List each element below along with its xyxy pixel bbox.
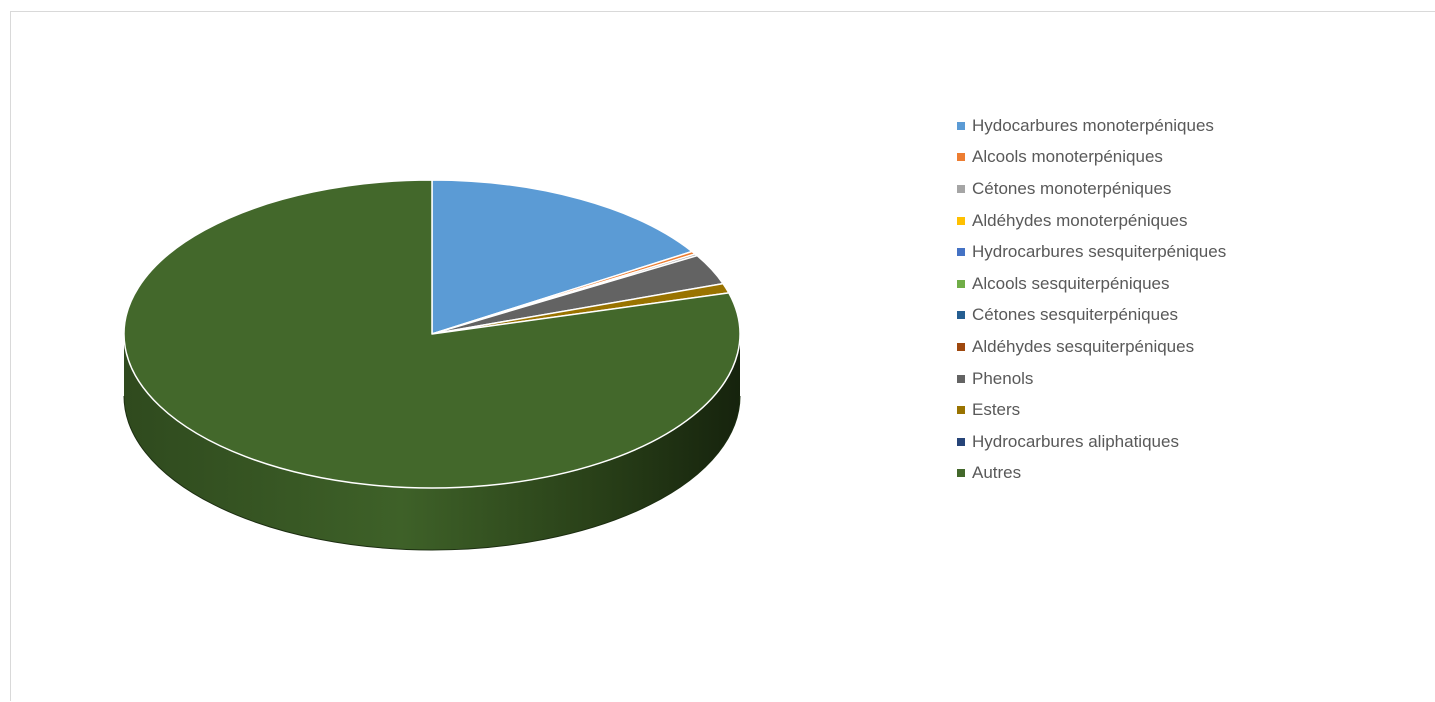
legend-item[interactable]: Hydocarbures monoterpéniques (957, 110, 1226, 142)
legend-swatch (957, 374, 965, 383)
legend-item[interactable]: Alcools monoterpéniques (957, 142, 1226, 174)
legend-swatch (957, 248, 965, 257)
legend: Hydocarbures monoterpéniques Alcools mono… (957, 110, 1226, 489)
legend-label: Alcools sesquiterpéniques (972, 273, 1170, 293)
legend-swatch (957, 153, 965, 162)
legend-swatch (957, 216, 965, 225)
legend-swatch (957, 311, 965, 320)
legend-label: Hydrocarbures aliphatiques (972, 431, 1179, 451)
pie-top (123, 179, 741, 489)
legend-swatch (957, 184, 965, 193)
pie-chart (123, 179, 741, 551)
pie-side (123, 334, 741, 551)
legend-label: Hydrocarbures sesquiterpéniques (972, 242, 1227, 262)
legend-item[interactable]: Aldéhydes monoterpéniques (957, 205, 1226, 237)
legend-label: Cétones sesquiterpéniques (972, 305, 1179, 325)
legend-item[interactable]: Esters (957, 394, 1226, 426)
chart-area: Hydocarbures monoterpéniques Alcools mono… (10, 11, 1435, 701)
legend-swatch (957, 121, 965, 130)
legend-label: Phenols (972, 368, 1034, 388)
legend-label: Hydocarbures monoterpéniques (972, 115, 1214, 135)
legend-item[interactable]: Alcools sesquiterpéniques (957, 268, 1226, 300)
legend-item[interactable]: Cétones monoterpéniques (957, 173, 1226, 205)
legend-item[interactable]: Aldéhydes sesquiterpéniques (957, 331, 1226, 363)
pie-slice-11[interactable] (123, 179, 741, 489)
legend-label: Aldéhydes sesquiterpéniques (972, 336, 1195, 356)
pie-slice-0[interactable] (431, 179, 693, 335)
pie-side-edge (123, 395, 741, 551)
legend-label: Autres (972, 463, 1022, 483)
legend-item[interactable]: Cétones sesquiterpéniques (957, 300, 1226, 332)
legend-label: Aldéhydes monoterpéniques (972, 210, 1188, 230)
legend-item[interactable]: Phenols (957, 363, 1226, 395)
legend-item[interactable]: Autres (957, 458, 1226, 490)
legend-swatch (957, 469, 965, 478)
legend-label: Alcools monoterpéniques (972, 147, 1163, 167)
pie-side-wall (124, 334, 740, 550)
legend-item[interactable]: Hydrocarbures aliphatiques (957, 426, 1226, 458)
legend-label: Cétones monoterpéniques (972, 178, 1172, 198)
legend-swatch (957, 279, 965, 288)
legend-swatch (957, 437, 965, 446)
legend-swatch (957, 406, 965, 415)
legend-swatch (957, 342, 965, 351)
legend-label: Esters (972, 400, 1021, 420)
legend-item[interactable]: Hydrocarbures sesquiterpéniques (957, 236, 1226, 268)
